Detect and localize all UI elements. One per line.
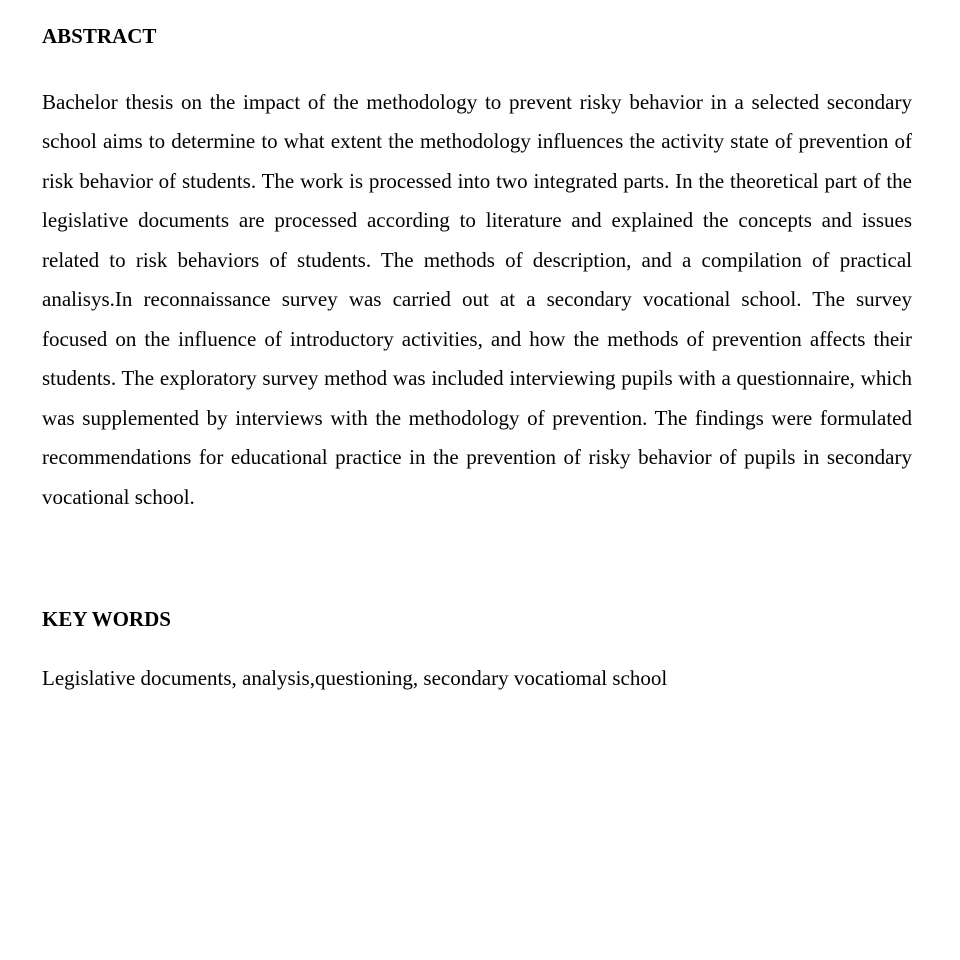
abstract-body: Bachelor thesis on the impact of the met… xyxy=(42,83,912,517)
keywords-body: Legislative documents, analysis,question… xyxy=(42,666,912,691)
keywords-heading: KEY WORDS xyxy=(42,607,912,632)
abstract-heading: ABSTRACT xyxy=(42,24,912,49)
